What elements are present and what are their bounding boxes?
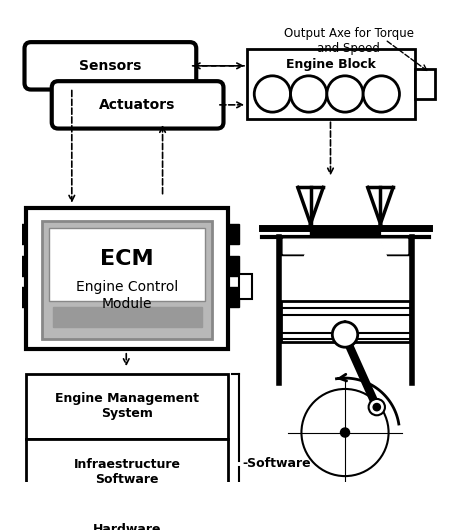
FancyBboxPatch shape <box>52 81 223 129</box>
Bar <box>239 273 252 299</box>
Bar <box>49 228 205 301</box>
Bar <box>27 374 228 439</box>
Text: ECM: ECM <box>100 249 154 269</box>
Circle shape <box>291 76 327 112</box>
Text: Infraestructure
Software: Infraestructure Software <box>73 457 181 485</box>
Bar <box>27 208 228 349</box>
Bar <box>27 439 228 504</box>
Text: Engine Block: Engine Block <box>286 58 376 72</box>
Text: Engine Management
System: Engine Management System <box>55 392 199 420</box>
Bar <box>228 287 239 307</box>
Bar <box>228 255 239 276</box>
Circle shape <box>254 76 291 112</box>
Circle shape <box>301 389 389 476</box>
Polygon shape <box>279 228 412 255</box>
Polygon shape <box>283 239 408 254</box>
FancyBboxPatch shape <box>25 42 196 90</box>
Bar <box>27 504 228 530</box>
Bar <box>16 255 27 276</box>
Bar <box>281 301 410 342</box>
Circle shape <box>340 428 349 437</box>
Circle shape <box>363 76 400 112</box>
Bar <box>415 68 435 100</box>
Circle shape <box>369 399 385 416</box>
Bar <box>16 287 27 307</box>
Bar <box>42 221 212 339</box>
Bar <box>247 49 415 119</box>
Text: Sensors: Sensors <box>79 59 142 73</box>
Circle shape <box>373 403 381 411</box>
Text: Output Axe for Torque
and Speed: Output Axe for Torque and Speed <box>283 27 414 55</box>
Circle shape <box>332 322 358 347</box>
Bar <box>53 307 201 327</box>
Text: Actuators: Actuators <box>100 98 176 112</box>
Bar <box>16 224 27 244</box>
Text: -Software: -Software <box>242 457 311 470</box>
Text: Engine Control
Module: Engine Control Module <box>76 280 178 311</box>
Text: Hardware: Hardware <box>93 523 162 530</box>
Bar <box>228 224 239 244</box>
Circle shape <box>327 76 363 112</box>
